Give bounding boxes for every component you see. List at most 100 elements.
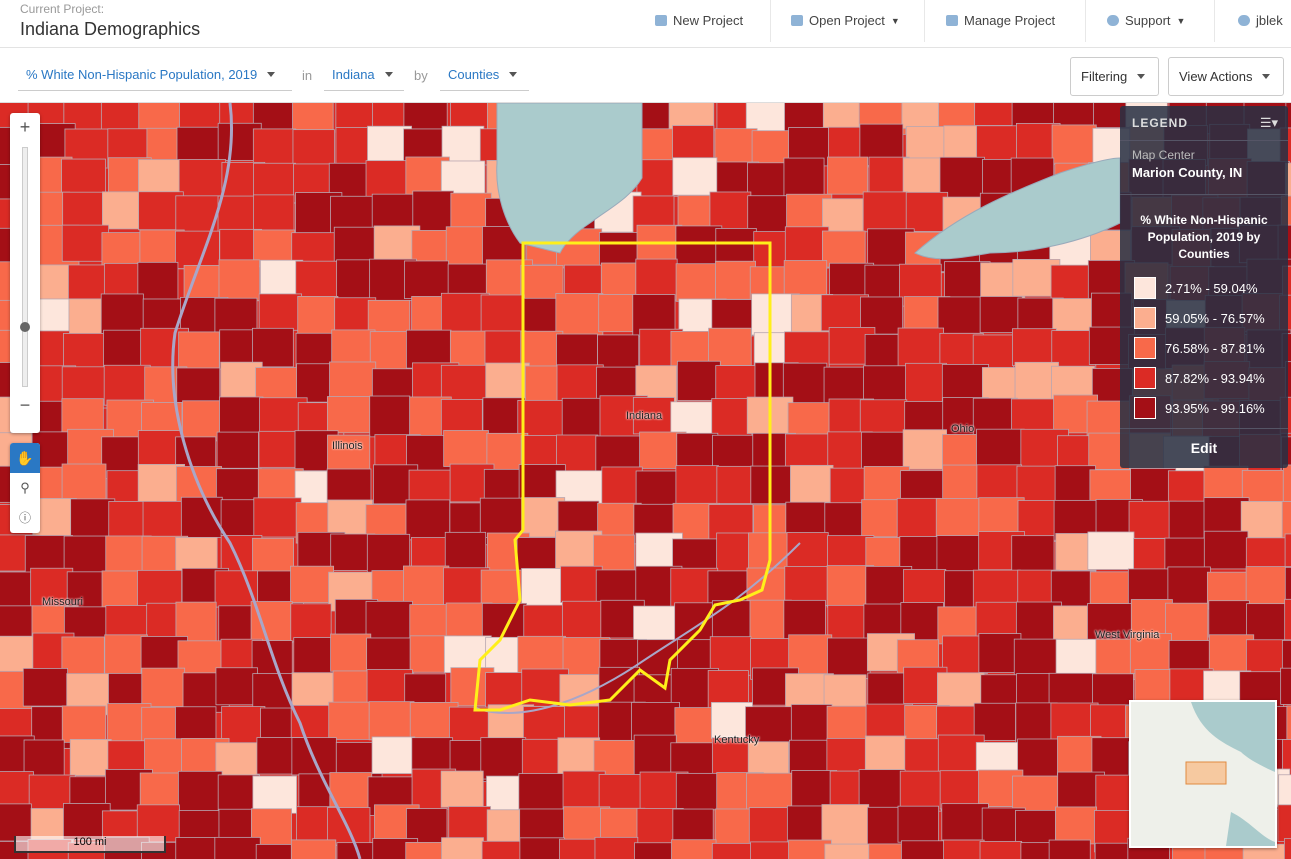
map-label: West Virginia [1095,629,1160,641]
county [746,772,795,811]
legend-title: LEGEND [1132,116,1189,130]
county [1278,774,1291,812]
legend-label: 93.95% - 99.16% [1165,400,1265,416]
overview-map[interactable] [1129,700,1277,848]
county [861,499,904,538]
county [973,702,1016,741]
support[interactable]: Support ▼ [1107,13,1185,28]
nav-label: Open Project [809,13,885,28]
county [404,260,449,299]
county [709,191,752,230]
county [788,839,832,859]
county [979,296,1023,334]
nav-label: Support [1125,13,1171,28]
county [215,667,258,706]
county [1203,530,1249,570]
county [326,468,372,507]
county [1284,566,1291,608]
filtering-button[interactable]: Filtering [1070,57,1159,96]
legend-menu[interactable]: ☰▾ [1259,115,1278,130]
county [444,531,487,572]
state-outline [473,241,772,712]
variable-select[interactable]: % White Non-Hispanic Population, 2019 [18,61,292,91]
county [715,365,761,403]
select-label: Indiana [332,67,375,82]
scale-label: 100 mi [73,836,107,848]
pan-tool[interactable]: ✋ [10,443,40,473]
county [253,497,302,538]
level-select[interactable]: Counties [440,61,529,91]
info-tool[interactable]: ⓘ [18,511,31,525]
map[interactable] [0,103,1291,859]
county [1051,124,1097,165]
legend-swatch [1134,307,1156,329]
county [328,701,377,740]
scale-bar: 100 mi [14,836,166,853]
county [137,430,182,471]
county [255,844,298,859]
view-actions-button[interactable]: View Actions [1168,57,1284,96]
county [218,259,260,302]
county [481,840,528,859]
county [1284,598,1291,641]
county [1281,501,1291,542]
county [480,294,525,334]
county [329,361,377,402]
user-menu[interactable]: jblek [1238,13,1283,28]
edit-button[interactable]: Edit [1190,440,1218,456]
map-label: Kentucky [714,734,760,746]
open-project[interactable]: Open Project ▼ [791,13,900,28]
new-project[interactable]: New Project [655,13,743,28]
county [675,465,719,508]
region-select[interactable]: Indiana [324,61,404,91]
county [403,103,448,130]
county [103,364,151,406]
county [976,428,1025,469]
county [214,836,261,859]
manage-project[interactable]: Manage Project [946,13,1055,28]
zoom-out[interactable]: − [19,395,31,415]
zoom-tool[interactable]: ⚲ [20,480,30,495]
project-label: Current Project: [20,2,105,16]
center-label: Map Center [1132,148,1195,162]
county [902,429,948,470]
county [178,159,227,199]
county [821,804,870,846]
county [790,704,833,745]
county [1013,638,1058,676]
county [290,565,335,603]
county [862,191,909,233]
county [479,497,527,538]
county [412,190,454,232]
county [518,773,567,812]
county [939,156,985,198]
county [675,263,718,302]
county [1167,566,1211,604]
zoom-in[interactable]: + [19,117,31,137]
legend-label: 2.71% - 59.04% [1165,280,1258,296]
county [137,261,179,303]
county [711,842,759,859]
county [176,126,220,164]
header: Current Project: Indiana Demographics Ne… [0,0,1291,48]
map-label: Missouri [42,596,83,608]
zoom-control: + − [10,113,40,433]
county [1245,566,1291,608]
county [1091,737,1135,778]
county [371,736,416,774]
county [1015,702,1058,744]
county [1281,640,1291,682]
project-name: Indiana Demographics [20,19,201,39]
county [178,770,223,812]
county [979,841,1023,859]
county [1128,500,1177,539]
legend-label: 59.05% - 76.57% [1165,310,1265,326]
county [369,331,412,371]
county [1087,531,1135,570]
county [1011,535,1055,573]
county [175,601,217,643]
county [440,364,487,403]
county [562,770,606,810]
county [937,296,981,334]
county [69,739,112,776]
